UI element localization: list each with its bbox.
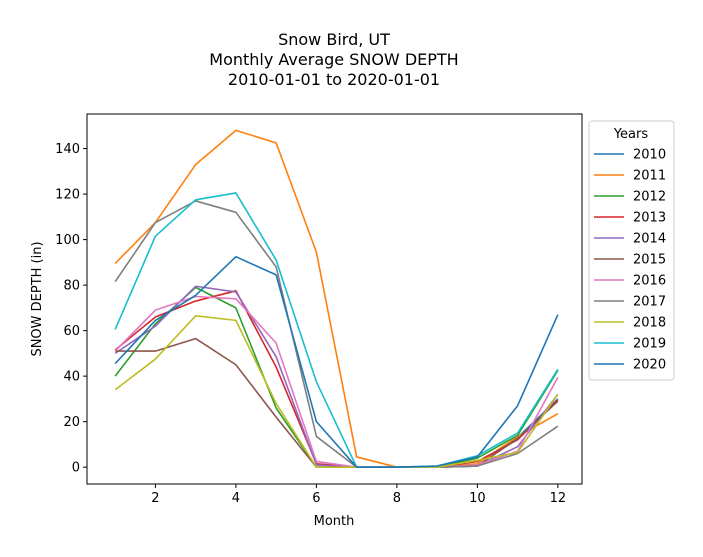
legend-title: Years — [613, 127, 649, 142]
y-tick-label: 100 — [55, 233, 80, 248]
legend-items: 2010 2011 2012 2013 2014 2015 2016 2017 2018 2019… — [594, 148, 666, 373]
legend-label-2013: 2013 — [633, 211, 666, 226]
chart-title-line-2: Monthly Average SNOW DEPTH — [209, 50, 458, 69]
y-tick-label: 140 — [55, 142, 80, 157]
legend-box — [588, 120, 675, 381]
legend-label-2018: 2018 — [633, 316, 666, 331]
legend: Years 2010201120122013201420152016201720… — [588, 120, 675, 381]
legend-label-2020: 2020 — [633, 358, 666, 373]
chart-title-line-3: 2010-01-01 to 2020-01-01 — [228, 70, 440, 89]
x-tick-label: 12 — [550, 491, 567, 506]
legend-label-2010: 2010 — [633, 148, 666, 163]
legend-label-2017: 2017 — [633, 295, 666, 310]
series-lines — [114, 129, 559, 468]
legend-label-2012: 2012 — [633, 190, 666, 205]
y-tick-label: 80 — [63, 279, 80, 294]
y-tick-label: 60 — [63, 324, 80, 339]
x-axis-label: Month — [314, 514, 355, 529]
x-tick-label: 8 — [393, 491, 401, 506]
y-tick-label: 40 — [63, 370, 80, 385]
series-line-2017 — [114, 200, 559, 468]
x-tick-label: 6 — [312, 491, 320, 506]
legend-label-2016: 2016 — [633, 274, 666, 289]
legend-label-2014: 2014 — [633, 232, 666, 247]
x-tick-label: 10 — [469, 491, 486, 506]
legend-label-2011: 2011 — [633, 169, 666, 184]
y-tick-label: 0 — [72, 461, 80, 476]
plot-frame — [86, 113, 583, 485]
y-tick-label: 120 — [55, 188, 80, 203]
series-line-2019 — [114, 192, 559, 468]
y-axis-label: SNOW DEPTH (in) — [30, 241, 45, 356]
legend-label-2019: 2019 — [633, 337, 666, 352]
y-tick-label: 20 — [63, 415, 80, 430]
series-line-2020 — [114, 255, 559, 468]
chart-title-line-1: Snow Bird, UT — [278, 30, 390, 49]
x-tick-label: 2 — [151, 491, 159, 506]
x-tick-label: 4 — [232, 491, 240, 506]
series-line-2018 — [114, 315, 559, 468]
legend-label-2015: 2015 — [633, 253, 666, 268]
